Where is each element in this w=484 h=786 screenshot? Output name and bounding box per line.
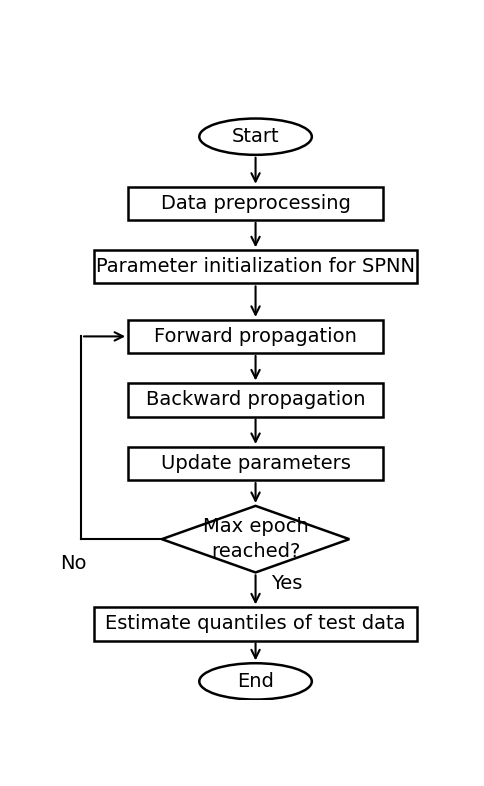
Text: Estimate quantiles of test data: Estimate quantiles of test data — [106, 615, 406, 634]
FancyBboxPatch shape — [128, 447, 383, 480]
FancyBboxPatch shape — [94, 608, 417, 641]
Text: Yes: Yes — [271, 575, 302, 593]
FancyBboxPatch shape — [128, 320, 383, 353]
FancyBboxPatch shape — [128, 384, 383, 417]
Text: Start: Start — [232, 127, 279, 146]
FancyBboxPatch shape — [128, 186, 383, 220]
Text: Forward propagation: Forward propagation — [154, 327, 357, 346]
Ellipse shape — [199, 119, 312, 155]
Text: Parameter initialization for SPNN: Parameter initialization for SPNN — [96, 257, 415, 277]
Text: Backward propagation: Backward propagation — [146, 391, 365, 410]
Ellipse shape — [199, 663, 312, 700]
Polygon shape — [162, 506, 349, 572]
Text: Data preprocessing: Data preprocessing — [161, 194, 350, 213]
FancyBboxPatch shape — [94, 250, 417, 284]
Text: No: No — [60, 554, 87, 573]
Text: Max epoch
reached?: Max epoch reached? — [203, 517, 308, 561]
Text: Update parameters: Update parameters — [161, 454, 350, 473]
Text: End: End — [237, 672, 274, 691]
